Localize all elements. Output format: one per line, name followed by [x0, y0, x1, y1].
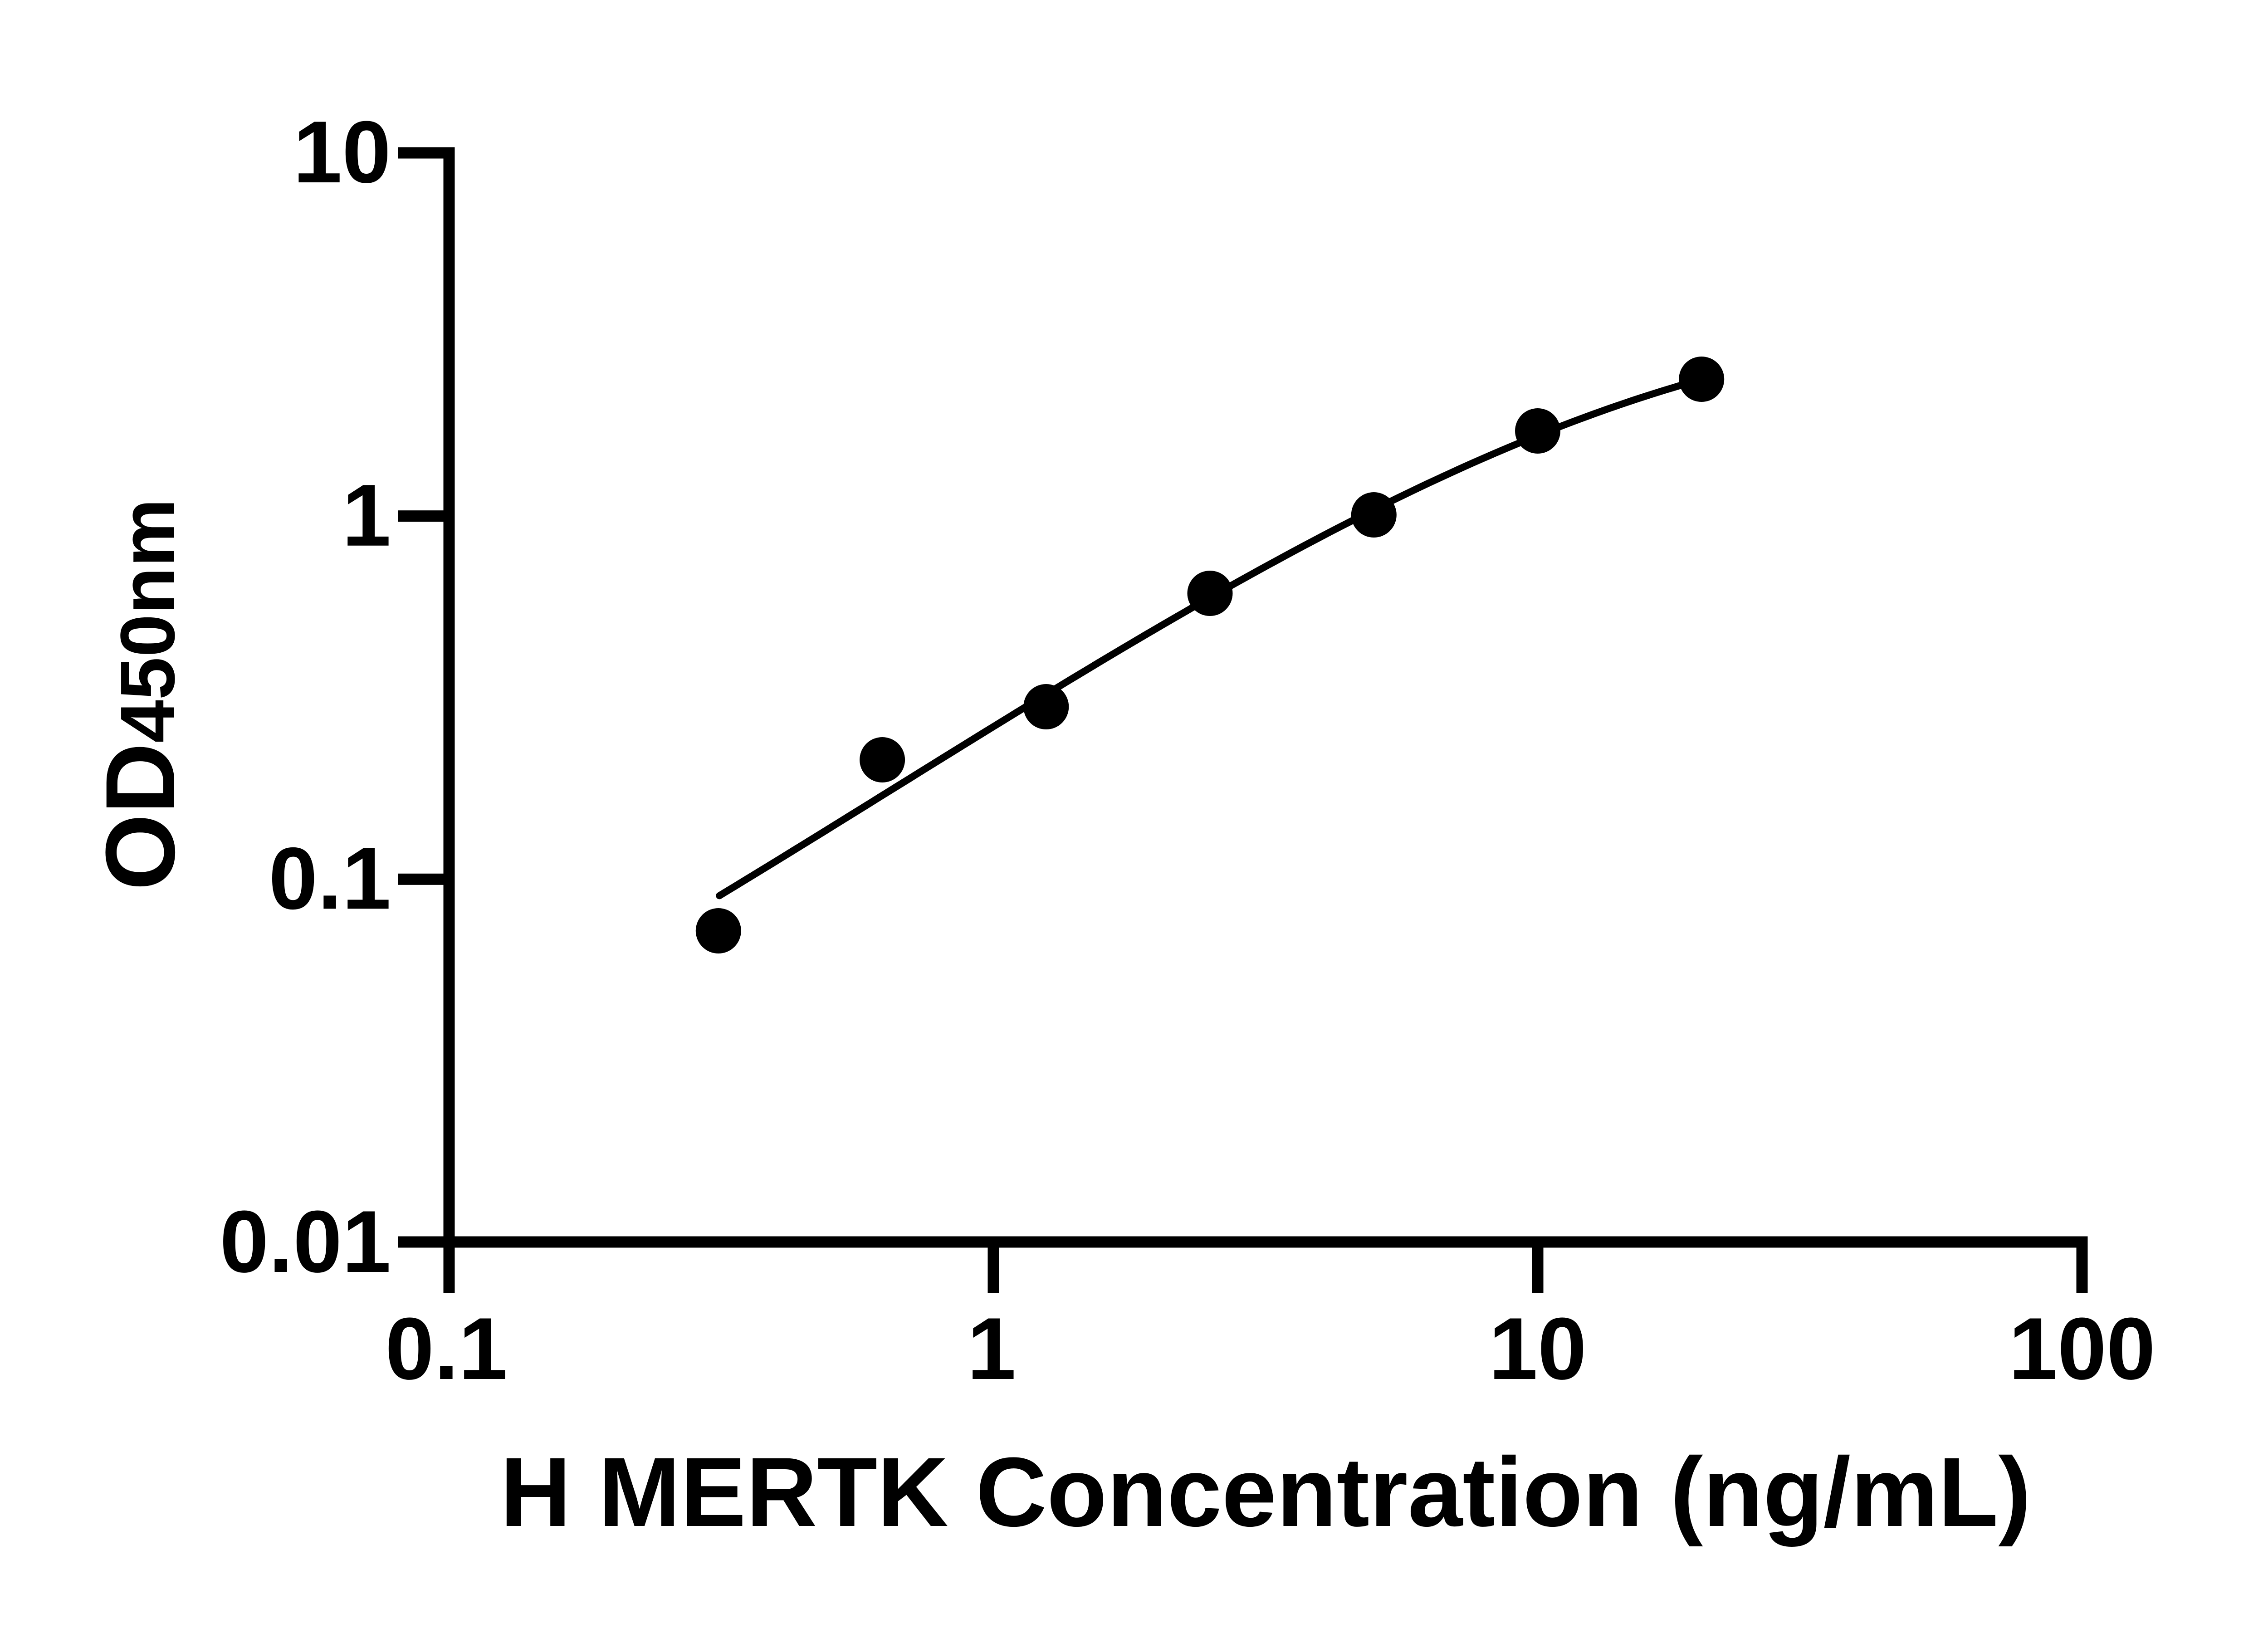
svg-text:1: 1: [967, 1300, 1016, 1398]
svg-text:100: 100: [2009, 1300, 2156, 1398]
svg-text:0.1: 0.1: [269, 829, 391, 928]
svg-text:0.01: 0.01: [220, 1193, 391, 1291]
svg-text:H MERTK Concentration (ng/mL): H MERTK Concentration (ng/mL): [500, 1437, 2031, 1547]
svg-text:OD450nm: OD450nm: [85, 499, 195, 890]
svg-text:1: 1: [342, 466, 391, 565]
svg-text:0.1: 0.1: [385, 1300, 508, 1398]
svg-text:10: 10: [1489, 1300, 1587, 1398]
svg-text:10: 10: [293, 103, 391, 201]
